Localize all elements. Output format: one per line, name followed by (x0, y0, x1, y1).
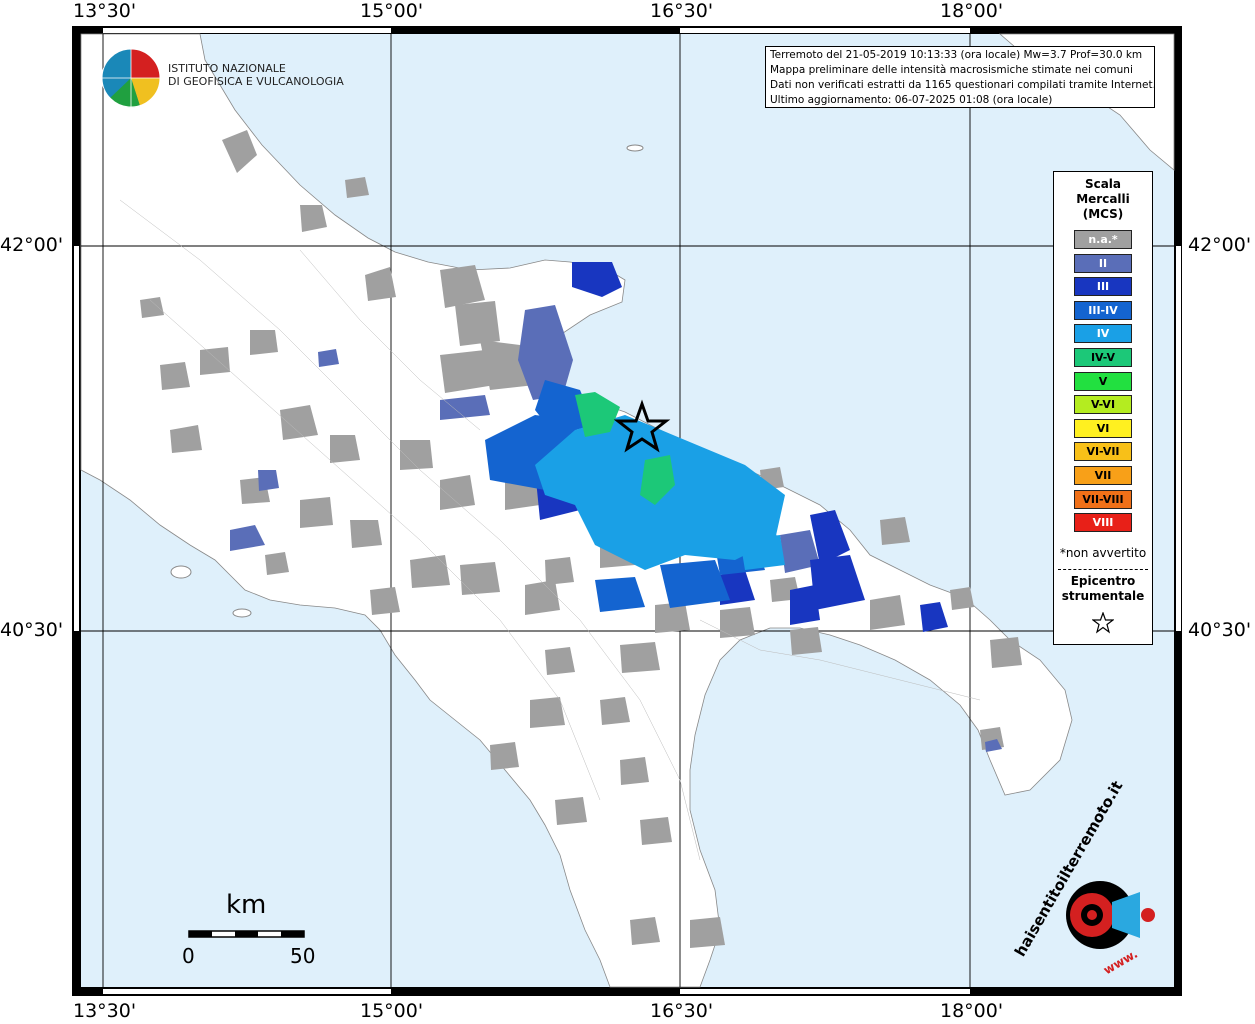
legend-epicentre-line-2: strumentale (1061, 589, 1145, 603)
legend-star-icon (1092, 612, 1114, 634)
event-info-line-2: Mappa preliminare delle intensità macros… (770, 64, 1133, 76)
legend-swatch: VIII (1074, 513, 1132, 533)
lon-label-top-4: 18°00' (940, 0, 1004, 22)
area-na (140, 130, 1022, 948)
lon-label-bottom-1: 13°30' (73, 1000, 137, 1022)
legend-note: *non avvertito (1059, 546, 1147, 560)
legend-title-line-2: Mercalli (1076, 192, 1130, 206)
haisentito-logo-icon (1066, 881, 1155, 949)
lon-label-top-3: 16°30' (650, 0, 714, 22)
ingv-line-1: ISTITUTO NAZIONALE (168, 62, 286, 75)
scale-bar (188, 930, 305, 938)
legend-swatch: VI (1074, 418, 1132, 438)
ingv-logo-text: ISTITUTO NAZIONALE DI GEOFISICA E VULCAN… (168, 62, 344, 88)
legend-title: Scala Mercalli (MCS) (1054, 177, 1152, 222)
island-tremiti (626, 144, 644, 152)
legend-swatch: III-IV (1074, 300, 1132, 320)
lon-label-bottom-2: 15°00' (360, 1000, 424, 1022)
legend-swatch: IV (1074, 324, 1132, 344)
legend-epicentre-label: Epicentro strumentale (1054, 574, 1152, 604)
legend-swatch: n.a.* (1074, 230, 1132, 249)
lat-label-left-1: 42°00' (0, 234, 64, 256)
legend-swatch: VI-VII (1074, 442, 1132, 462)
island-capri (232, 608, 252, 618)
legend-swatch: V-VI (1074, 395, 1132, 415)
haisentito-logo: haisentitoilterremoto.it www. (1011, 778, 1170, 985)
lon-label-bottom-3: 16°30' (650, 1000, 714, 1022)
legend-title-line-3: (MCS) (1082, 207, 1124, 221)
scalebar-end: 50 (290, 944, 316, 968)
legend-swatch: II (1074, 253, 1132, 273)
legend-epicentre-line-1: Epicentro (1070, 574, 1136, 588)
legend-separator (1058, 569, 1148, 570)
scalebar-start: 0 (182, 944, 195, 968)
lat-label-right-1: 42°00' (1188, 234, 1252, 256)
scalebar-unit: km (226, 890, 267, 920)
area-ii (230, 305, 1002, 752)
municipal-borders (119, 199, 981, 861)
event-info-line-3: Dati non verificati estratti da 1165 que… (770, 79, 1156, 91)
event-info-line-4: Ultimo aggiornamento: 06-07-2025 01:08 (… (770, 94, 1053, 106)
island-ischia (170, 565, 192, 579)
legend-swatch: III (1074, 277, 1132, 297)
legend-swatch: VII-VIII (1074, 489, 1132, 509)
legend-swatch: IV-V (1074, 348, 1132, 367)
lat-label-right-2: 40°30' (1188, 619, 1252, 641)
epicentre-star (613, 399, 671, 453)
ingv-line-2: DI GEOFISICA E VULCANOLOGIA (168, 75, 344, 88)
lon-label-top-2: 15°00' (360, 0, 424, 22)
event-info-box: Terremoto del 21-05-2019 10:13:33 (ora l… (765, 46, 1156, 108)
event-info-line-1: Terremoto del 21-05-2019 10:13:33 (ora l… (770, 49, 1143, 61)
lon-label-top-1: 13°30' (73, 0, 137, 22)
legend-swatch: V (1074, 371, 1132, 391)
intensity-legend: Scala Mercalli (MCS) n.a.* II III III-IV IV I… (1053, 171, 1153, 645)
legend-swatch: VII (1074, 466, 1132, 485)
lat-label-left-2: 40°30' (0, 619, 64, 641)
lon-label-bottom-4: 18°00' (940, 1000, 1004, 1022)
legend-title-line-1: Scala (1084, 177, 1122, 191)
area-iv-v (575, 392, 675, 505)
ingv-logo-icon (101, 48, 161, 108)
